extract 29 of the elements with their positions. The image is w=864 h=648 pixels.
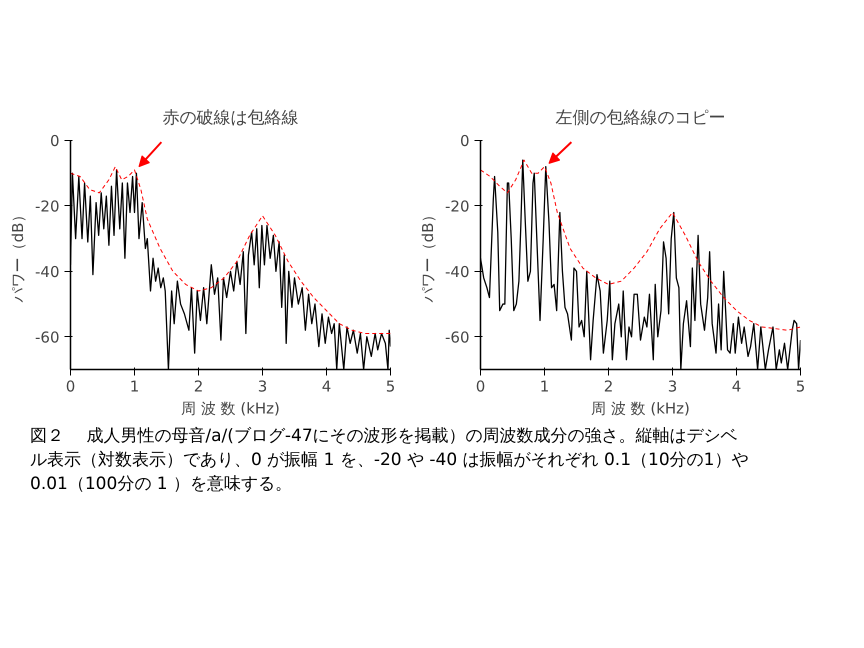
y-tick-label: -60 — [35, 328, 60, 346]
x-tick-label: 4 — [322, 378, 332, 396]
x-axis-title: 周 波 数 (kHz) — [181, 400, 280, 418]
x-tick-label: 0 — [476, 378, 486, 396]
x-tick-label: 2 — [194, 378, 204, 396]
y-axis-title: パワー（dB） — [419, 208, 437, 304]
x-tick-label: 4 — [732, 378, 742, 396]
x-tick-label: 1 — [130, 378, 140, 396]
x-tick-label: 3 — [258, 378, 268, 396]
x-tick-label: 5 — [796, 378, 806, 396]
line-series — [480, 160, 800, 331]
x-tick-label: 0 — [66, 378, 76, 396]
y-tick-label: -60 — [445, 328, 470, 346]
annotation: 赤の破線は包絡線 — [162, 108, 298, 128]
x-axis-title: 周 波 数 (kHz) — [591, 400, 690, 418]
y-tick-label: -40 — [35, 262, 60, 281]
y-tick-label: -20 — [445, 197, 470, 216]
line-series — [70, 166, 390, 334]
y-tick-label: -20 — [35, 197, 60, 216]
y-tick-label: -40 — [445, 262, 470, 281]
x-tick-label: 3 — [668, 378, 678, 396]
y-axis-title: パワー（dB） — [9, 208, 27, 304]
x-tick-label: 5 — [386, 378, 396, 396]
y-tick-label: 0 — [50, 132, 60, 150]
annotation: 左側の包絡線のコピー — [556, 108, 726, 128]
x-tick-label: 2 — [604, 378, 614, 396]
x-tick-label: 1 — [540, 378, 550, 396]
caption: 図２ 成人男性の母音/a/(ブログ-47にその波形を掲載）の周波数成分の強さ。縦軸はデシベル表示（対数表示）であり、0 が振幅 1 を、-20 や -40 は振幅がそれぞれ 0.1（10分の1）や 0.01（100分の 1 ）を意味する。 — [30, 425, 750, 496]
y-tick-label: 0 — [460, 132, 470, 150]
